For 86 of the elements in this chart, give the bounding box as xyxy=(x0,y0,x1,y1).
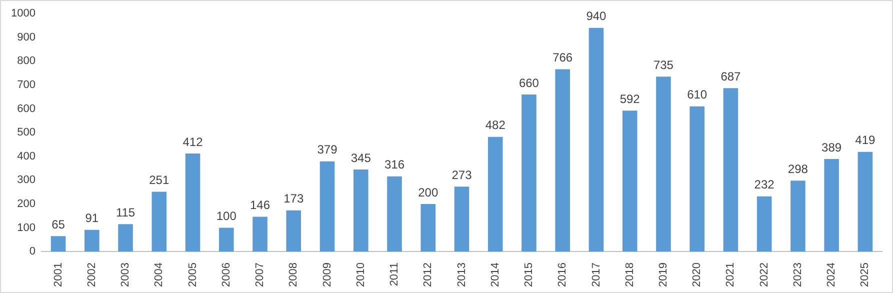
x-tick-label: 2019 xyxy=(657,262,670,288)
x-tick-label: 2013 xyxy=(456,262,468,288)
bar xyxy=(522,94,536,252)
y-tick-label: 100 xyxy=(17,222,36,234)
bar xyxy=(756,196,772,252)
data-label: 232 xyxy=(754,178,775,192)
data-label: 345 xyxy=(350,150,372,165)
x-tick-label: 2005 xyxy=(186,262,199,288)
data-label: 298 xyxy=(788,162,808,176)
bar xyxy=(420,204,436,252)
bar xyxy=(656,76,671,252)
y-tick-label: 300 xyxy=(17,174,36,186)
y-tick-label: 200 xyxy=(17,198,36,210)
x-tick-label: 2018 xyxy=(624,262,636,288)
x-tick-label: 2020 xyxy=(691,262,704,288)
y-tick-label: 700 xyxy=(17,79,36,92)
bar xyxy=(723,88,738,252)
x-tick-label: 2017 xyxy=(590,262,602,288)
bar xyxy=(488,136,503,252)
x-tick-label: 2015 xyxy=(523,262,536,288)
x-tick-label: 2006 xyxy=(220,262,232,288)
bar xyxy=(84,230,100,252)
x-tick-label: 2001 xyxy=(52,262,64,288)
data-label: 173 xyxy=(284,192,304,206)
data-label: 412 xyxy=(182,134,204,149)
y-tick-label: 0 xyxy=(29,246,36,258)
data-label: 687 xyxy=(720,69,742,84)
bar xyxy=(622,110,638,252)
x-tick-label: 2014 xyxy=(489,262,502,288)
data-label: 146 xyxy=(250,198,270,212)
x-tick-label: 2010 xyxy=(354,262,367,288)
data-label: 592 xyxy=(620,92,640,106)
bar xyxy=(320,161,335,252)
y-tick-label: 600 xyxy=(17,102,36,115)
x-tick-label: 2016 xyxy=(556,262,569,288)
bar xyxy=(790,180,806,252)
x-tick-label: 2008 xyxy=(288,262,300,288)
x-tick-label: 2022 xyxy=(758,262,770,288)
x-tick-label: 2002 xyxy=(86,262,98,288)
data-label: 91 xyxy=(85,211,99,226)
bar xyxy=(858,152,873,252)
y-tick-label: 900 xyxy=(17,31,36,44)
data-label: 610 xyxy=(687,88,708,102)
bar xyxy=(118,224,133,252)
data-label: 200 xyxy=(418,185,438,200)
x-tick-label: 2025 xyxy=(859,262,872,288)
bar xyxy=(152,192,167,252)
data-label: 251 xyxy=(149,173,170,188)
bar xyxy=(824,158,839,252)
x-tick-label: 2009 xyxy=(321,262,334,288)
bar xyxy=(387,176,402,252)
y-tick-label: 400 xyxy=(17,150,36,162)
bar xyxy=(454,186,470,252)
y-tick-label: 800 xyxy=(17,55,36,68)
data-label: 379 xyxy=(317,142,338,157)
bar xyxy=(50,236,66,252)
data-label: 735 xyxy=(653,58,674,72)
bar xyxy=(690,106,704,252)
data-label: 766 xyxy=(552,50,573,65)
data-label: 273 xyxy=(452,168,472,182)
data-label: 389 xyxy=(822,140,842,154)
x-tick-label: 2021 xyxy=(724,262,737,288)
x-tick-label: 2004 xyxy=(153,262,166,288)
data-label: 316 xyxy=(384,158,405,172)
bar xyxy=(218,228,234,252)
data-label: 940 xyxy=(586,9,607,24)
x-tick-label: 2012 xyxy=(422,262,434,288)
y-tick-label: 500 xyxy=(17,126,36,139)
bar xyxy=(555,69,570,252)
y-tick-label: 1000 xyxy=(10,8,36,20)
x-tick-label: 2011 xyxy=(388,262,401,286)
data-label: 482 xyxy=(485,118,506,132)
bar xyxy=(588,28,604,252)
bar xyxy=(252,216,268,252)
x-tick-label: 2024 xyxy=(826,262,838,288)
bar xyxy=(286,210,302,252)
data-label: 100 xyxy=(216,209,237,224)
x-tick-label: 2007 xyxy=(254,262,266,288)
data-label: 65 xyxy=(52,217,66,232)
data-label: 419 xyxy=(855,133,876,148)
x-tick-label: 2003 xyxy=(120,262,132,288)
data-label: 660 xyxy=(518,76,540,90)
x-tick-label: 2023 xyxy=(792,262,804,288)
data-label: 115 xyxy=(116,205,136,220)
bar xyxy=(353,169,368,252)
bar xyxy=(185,154,200,252)
